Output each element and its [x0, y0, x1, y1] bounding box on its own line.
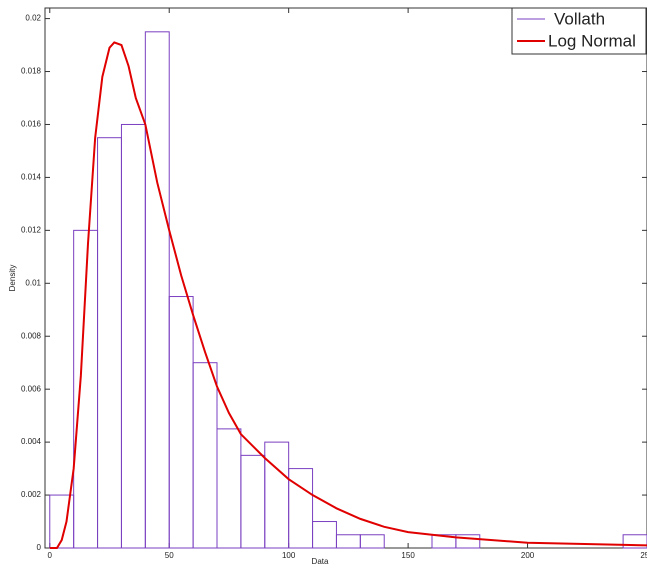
- histogram-bar: [335, 534, 361, 549]
- histogram-bar: [312, 521, 337, 549]
- histogram-bar: [264, 441, 290, 549]
- legend-label: Log Normal: [548, 31, 636, 50]
- legend-box: [511, 7, 647, 55]
- x-tick-label: 50: [165, 551, 174, 560]
- x-tick-label: 250: [640, 551, 647, 560]
- y-tick-label: 0.01: [25, 278, 41, 287]
- x-tick-label: 150: [401, 551, 415, 560]
- density-curve: [49, 41, 647, 549]
- y-tick-label: 0.012: [21, 225, 42, 234]
- y-tick-label: 0.018: [21, 67, 42, 76]
- x-tick-label: 0: [48, 551, 53, 560]
- histogram-bar: [359, 534, 385, 549]
- y-axis-label: Density: [8, 265, 17, 292]
- y-tick-label: 0.02: [25, 14, 41, 23]
- y-tick-label: 0.002: [21, 490, 42, 499]
- histogram-bar: [97, 137, 122, 549]
- x-tick-label: 200: [521, 551, 535, 560]
- histogram-bar: [192, 362, 218, 549]
- x-tick-label: 100: [282, 551, 296, 560]
- y-tick-label: 0.008: [21, 331, 42, 340]
- y-tick-label: 0.016: [21, 120, 42, 129]
- y-tick-label: 0.006: [21, 384, 42, 393]
- histogram-bar: [216, 428, 242, 549]
- plot-frame: [44, 7, 647, 549]
- y-tick-label: 0.004: [21, 437, 42, 446]
- histogram-bar: [288, 468, 314, 549]
- histogram-bar: [120, 123, 146, 549]
- y-tick-label: 0.014: [21, 173, 42, 182]
- histogram-bar: [455, 534, 481, 549]
- histogram-bar: [168, 296, 194, 549]
- x-axis-label: Data: [312, 557, 329, 566]
- y-tick-label: 0: [37, 543, 42, 552]
- histogram-bar: [144, 31, 170, 549]
- histogram-bar: [240, 454, 266, 549]
- legend-label: Vollath: [554, 9, 605, 28]
